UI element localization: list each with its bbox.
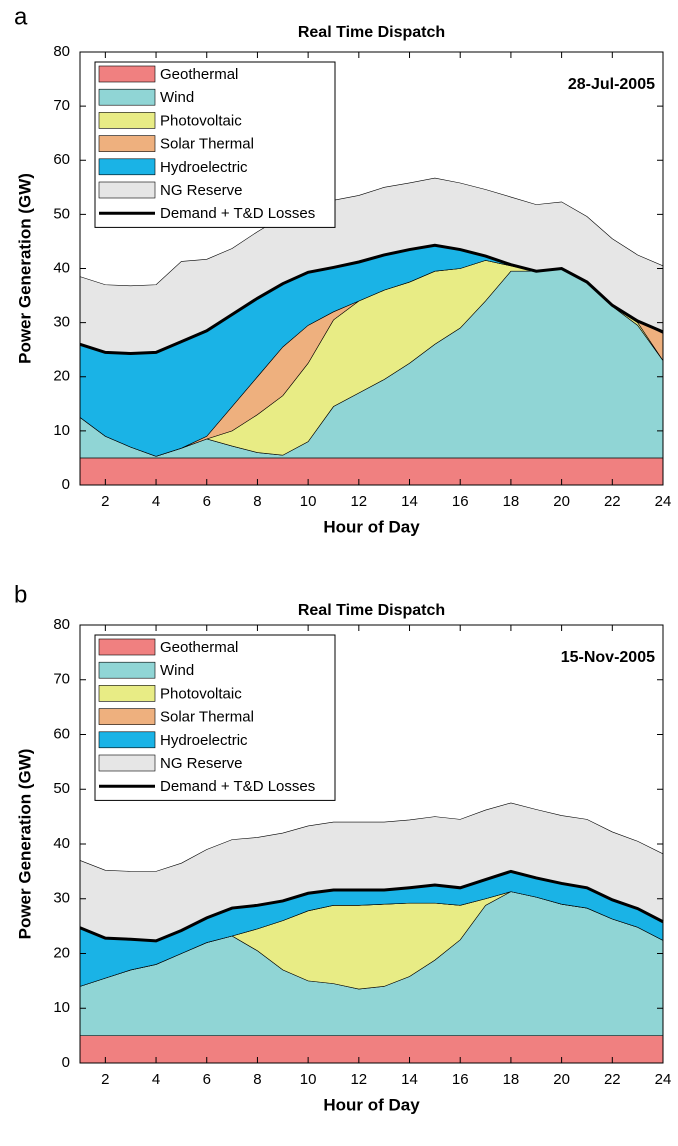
legend-label: Geothermal [160,639,238,656]
x-tick-label: 4 [152,1071,160,1088]
x-tick-label: 16 [452,1071,469,1088]
x-axis-label: Hour of Day [323,1095,420,1114]
legend-swatch [98,135,156,152]
annotation: 15-Nov-2005 [561,649,655,666]
legend-label: Solar Thermal [160,709,254,726]
panel-label: a [14,3,28,30]
x-tick-label: 10 [300,1071,317,1088]
y-tick-label: 30 [53,314,70,331]
y-tick-label: 10 [53,422,70,439]
y-tick-label: 20 [53,944,70,961]
legend-label: NG Reserve [160,755,243,772]
legend-swatch [98,754,156,772]
legend-label: Geothermal [160,66,238,83]
legend-label: Demand + T&D Losses [160,778,315,795]
area [79,457,664,486]
legend-label: Photovoltaic [160,685,242,702]
y-tick-label: 50 [53,780,70,797]
legend-label: Solar Thermal [160,136,254,153]
y-tick-label: 80 [53,616,70,633]
legend-label: Wind [160,662,194,679]
x-tick-label: 8 [253,493,261,510]
legend-label: Demand + T&D Losses [160,205,315,222]
demand-line [79,243,664,355]
y-tick-label: 20 [53,368,70,385]
x-tick-label: 12 [350,1071,367,1088]
area [79,1035,664,1064]
legend-swatch [98,638,156,656]
x-tick-label: 24 [655,1071,672,1088]
legend-swatch [98,708,156,725]
y-tick-label: 70 [53,97,70,114]
x-tick-label: 22 [604,493,621,510]
x-tick-label: 14 [401,1071,418,1088]
demand-line [79,869,664,943]
x-tick-label: 2 [101,493,109,510]
y-tick-label: 80 [53,43,70,60]
x-tick-label: 22 [604,1071,621,1088]
x-tick-label: 20 [553,493,570,510]
y-tick-label: 40 [53,835,70,852]
x-tick-label: 4 [152,493,160,510]
panel-label: b [14,581,27,608]
x-tick-label: 20 [553,1071,570,1088]
y-axis-label: Power Generation (GW) [15,749,34,940]
x-tick-label: 24 [655,493,672,510]
x-axis-label: Hour of Day [323,517,420,536]
legend-swatch [98,65,156,83]
legend-swatch [98,112,156,129]
legend-swatch [98,88,156,106]
y-tick-label: 60 [53,151,70,168]
legend-label: Wind [160,89,194,106]
legend-label: Hydroelectric [160,159,248,176]
x-tick-label: 6 [203,493,211,510]
legend-label: Hydroelectric [160,732,248,749]
x-tick-label: 10 [300,493,317,510]
legend-label: NG Reserve [160,182,243,199]
legend-swatch [98,158,156,176]
legend-swatch [98,661,156,679]
y-tick-label: 10 [53,999,70,1016]
legend-label: Photovoltaic [160,112,242,129]
x-tick-label: 16 [452,493,469,510]
x-tick-label: 18 [503,493,520,510]
chart-title: Real Time Dispatch [298,602,445,619]
x-tick-label: 18 [503,1071,520,1088]
x-tick-label: 2 [101,1071,109,1088]
x-tick-label: 6 [203,1071,211,1088]
legend-swatch [98,181,156,199]
y-tick-label: 60 [53,725,70,742]
y-axis-label: Power Generation (GW) [15,173,34,364]
x-tick-label: 8 [253,1071,261,1088]
y-tick-label: 30 [53,890,70,907]
legend-swatch [98,685,156,702]
annotation: 28-Jul-2005 [568,76,655,93]
y-tick-label: 0 [62,1054,70,1071]
y-tick-label: 70 [53,671,70,688]
legend-swatch [98,731,156,749]
y-tick-label: 50 [53,205,70,222]
y-tick-label: 0 [62,476,70,493]
x-tick-label: 12 [350,493,367,510]
y-tick-label: 40 [53,259,70,276]
chart-title: Real Time Dispatch [298,24,445,41]
x-tick-label: 14 [401,493,418,510]
